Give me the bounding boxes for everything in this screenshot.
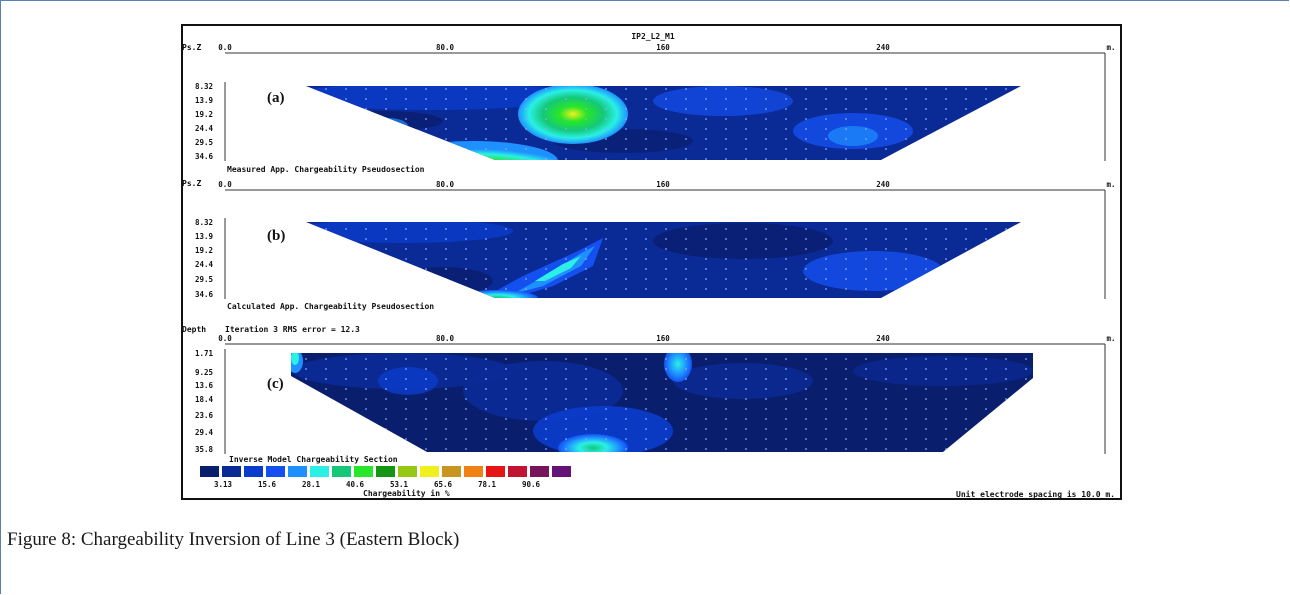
legend-swatch — [420, 466, 439, 477]
panel-a-subtitle: Measured App. Chargeability Pseudosectio… — [227, 164, 425, 174]
legend-swatch — [508, 466, 527, 477]
panel-b-x-tick: 0.0 — [218, 180, 232, 189]
legend-value: 78.1 — [478, 480, 497, 489]
legend-swatch — [398, 466, 417, 477]
panel-a-x-tick: 160 — [656, 43, 670, 52]
panel-c-depth-tick: 18.4 — [195, 395, 214, 404]
panel-a-x-tick: 0.0 — [218, 43, 232, 52]
legend-swatch — [354, 466, 373, 477]
electrode-spacing-note: Unit electrode spacing is 10.0 m. — [956, 489, 1115, 499]
panel-b-depth-tick: 29.5 — [195, 275, 213, 284]
legend-swatch — [310, 466, 329, 477]
panel-a-x-tick: 80.0 — [436, 43, 455, 52]
legend-swatch — [222, 466, 241, 477]
figure-caption: Figure 8: Chargeability Inversion of Lin… — [7, 529, 460, 550]
legend-swatch — [486, 466, 505, 477]
legend-title: Chargeability in % — [363, 488, 450, 498]
figure-image: IP2_L2_M1 Ps.Z 0.0 80.0 160 240 m. 8.32 … — [181, 24, 1122, 500]
legend-value: 90.6 — [522, 480, 541, 489]
panel-b-x-tick: 240 — [876, 180, 890, 189]
panel-b-label: (b) — [267, 228, 285, 244]
panel-b-x-unit: m. — [1106, 180, 1115, 189]
panel-c-x-tick: 0.0 — [218, 334, 232, 343]
panel-a-depth-tick: 34.6 — [195, 152, 214, 161]
panel-c-header: Iteration 3 RMS error = 12.3 — [225, 324, 360, 334]
panel-c-depth-tick: 29.4 — [195, 428, 214, 437]
panel-c-depth-tick: 35.8 — [195, 445, 214, 454]
legend-value: 28.1 — [302, 480, 321, 489]
panel-a-x-unit: m. — [1106, 43, 1115, 52]
legend-swatch — [244, 466, 263, 477]
panel-b-depth-tick: 24.4 — [195, 260, 214, 269]
legend-value: 40.6 — [346, 480, 365, 489]
color-legend: Inverse Model Chargeability Section 3.13… — [200, 454, 1115, 499]
panel-c-x-unit: m. — [1106, 334, 1115, 343]
panel-b-depth-tick: 13.9 — [195, 232, 214, 241]
panel-c-subtitle: Inverse Model Chargeability Section — [229, 454, 398, 464]
panel-b-depth-tick: 34.6 — [195, 290, 214, 299]
chargeability-figure: IP2_L2_M1 Ps.Z 0.0 80.0 160 240 m. 8.32 … — [183, 32, 1116, 499]
panel-a-axis-label: Ps.Z — [183, 43, 201, 52]
panel-c-axis-label: Depth — [183, 325, 206, 334]
panel-b-depth-tick: 8.32 — [195, 218, 213, 227]
legend-value: 3.13 — [214, 480, 233, 489]
figure-title: IP2_L2_M1 — [631, 32, 675, 41]
panel-c-contour — [291, 353, 1033, 452]
legend-swatch — [266, 466, 285, 477]
panel-a-depth-tick: 29.5 — [195, 138, 213, 147]
legend-swatch — [288, 466, 307, 477]
panel-c-x-tick: 160 — [656, 334, 670, 343]
panel-c-x-tick: 240 — [876, 334, 890, 343]
panel-b-axis-label: Ps.Z — [183, 179, 201, 188]
panel-a-depth-tick: 8.32 — [195, 82, 213, 91]
panel-c-depth-tick: 13.6 — [195, 381, 214, 390]
panel-c-depth-tick: 23.6 — [195, 411, 214, 420]
panel-b-contour — [306, 222, 1021, 298]
panel-b-subtitle: Calculated App. Chargeability Pseudosect… — [227, 301, 434, 311]
panel-c-depth-tick: 9.25 — [195, 368, 213, 377]
panel-b-x-tick: 80.0 — [436, 180, 455, 189]
panel-a-label: (a) — [267, 90, 285, 106]
panel-a-depth-tick: 13.9 — [195, 96, 214, 105]
panel-a-depth-tick: 24.4 — [195, 124, 214, 133]
legend-value: 65.6 — [434, 480, 453, 489]
panel-c: Depth Iteration 3 RMS error = 12.3 0.0 8… — [183, 324, 1116, 454]
legend-swatch — [332, 466, 351, 477]
legend-swatch — [200, 466, 219, 477]
legend-swatch — [442, 466, 461, 477]
legend-swatch — [552, 466, 571, 477]
legend-swatch — [376, 466, 395, 477]
panel-b-depth-tick: 19.2 — [195, 246, 213, 255]
panel-c-x-tick: 80.0 — [436, 334, 455, 343]
panel-a-x-tick: 240 — [876, 43, 890, 52]
legend-swatch — [464, 466, 483, 477]
legend-value: 15.6 — [258, 480, 277, 489]
legend-swatches — [200, 466, 571, 477]
panel-b-x-tick: 160 — [656, 180, 670, 189]
panel-c-depth-tick: 1.71 — [195, 349, 214, 358]
panel-a-depth-tick: 19.2 — [195, 110, 213, 119]
panel-a: Ps.Z 0.0 80.0 160 240 m. 8.32 13.9 19.2 … — [183, 43, 1116, 174]
panel-b: Ps.Z 0.0 80.0 160 240 m. 8.32 13.9 19.2 … — [183, 179, 1116, 311]
legend-swatch — [530, 466, 549, 477]
legend-value: 53.1 — [390, 480, 409, 489]
panel-c-label: (c) — [267, 376, 284, 392]
